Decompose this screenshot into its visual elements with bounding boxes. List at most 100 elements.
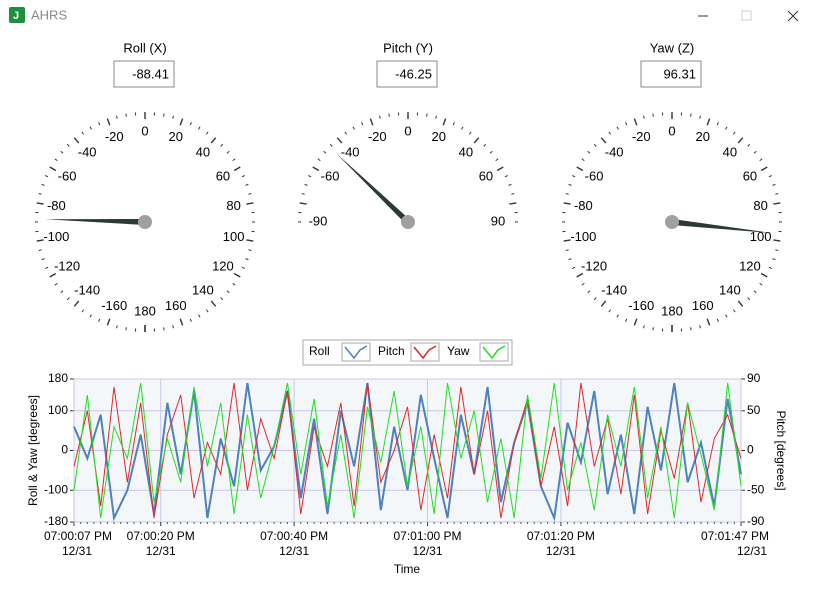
- gauge-tick-label: 60: [479, 168, 493, 183]
- gauge-tick-label: -80: [574, 198, 593, 213]
- y-tick-label: 0: [61, 443, 68, 457]
- y2-tick-label: 90: [747, 371, 761, 385]
- x-tick-label: 07:01:00 PM: [393, 529, 461, 543]
- gauge-minor-tick: [760, 272, 768, 278]
- gauge-tick-label: -20: [368, 129, 387, 144]
- gauge-tick-label: -140: [74, 282, 100, 297]
- gauge-tick-label: -140: [601, 282, 627, 297]
- close-button[interactable]: [787, 10, 799, 22]
- gauge-minor-tick: [608, 131, 612, 135]
- needle: [45, 219, 146, 225]
- gauge-minor-tick: [245, 258, 249, 261]
- app-icon: [9, 7, 25, 23]
- value-display: 96.31: [663, 66, 696, 81]
- gauge-minor-tick: [179, 318, 184, 326]
- gauge-minor-tick: [747, 143, 751, 147]
- gauge-minor-tick: [773, 239, 781, 242]
- gauge-tick-label: 100: [750, 229, 772, 244]
- gauge-minor-tick: [725, 314, 728, 318]
- gauge-minor-tick: [116, 115, 118, 119]
- gauge-tick-label: 20: [696, 129, 710, 144]
- gauge-minor-tick: [508, 183, 512, 186]
- gauge-minor-tick: [388, 113, 390, 117]
- gauge-minor-tick: [759, 282, 763, 286]
- x-tick-label: 07:01:20 PM: [527, 529, 595, 543]
- legend-label: Roll: [309, 344, 330, 358]
- gauge-minor-tick: [772, 258, 776, 261]
- gauge-minor-tick: [452, 122, 455, 126]
- gauge-minor-tick: [323, 150, 327, 154]
- gauge-minor-tick: [232, 158, 236, 162]
- gauge-minor-tick: [563, 202, 571, 205]
- gauge-tick-label: -160: [628, 298, 654, 313]
- gauge-minor-tick: [504, 175, 508, 178]
- gauge-tick-label: 140: [192, 282, 214, 297]
- gauge-minor-tick: [73, 137, 80, 144]
- gauge-tick-label: 60: [743, 168, 757, 183]
- gauge-minor-tick: [706, 118, 711, 126]
- gauge-minor-tick: [616, 126, 619, 130]
- gauge-tick-label: 180: [134, 303, 156, 318]
- gauge-tick-label: 140: [719, 282, 741, 297]
- maximize-button[interactable]: [741, 10, 752, 21]
- gauge-minor-tick: [49, 272, 57, 278]
- gauge-minor-tick: [317, 158, 321, 162]
- gauge-minor-tick: [509, 202, 517, 205]
- legend-icon: [344, 345, 368, 360]
- gauge-minor-tick: [600, 300, 607, 307]
- gauge-tick-label: 80: [753, 198, 767, 213]
- gauge-minor-tick: [593, 297, 597, 301]
- gauge-tick-label: 120: [739, 258, 761, 273]
- gauge-tick-label: 160: [165, 298, 187, 313]
- gauge-minor-tick: [563, 239, 571, 242]
- gauge-minor-tick: [690, 327, 692, 331]
- gauge-minor-tick: [198, 126, 201, 130]
- gauge-minor-tick: [483, 143, 487, 147]
- gauge-minor-tick: [768, 175, 772, 178]
- y-tick-label: 180: [48, 371, 68, 385]
- needle: [671, 219, 772, 233]
- x-tick-date: 12/31: [737, 544, 767, 558]
- gauge-minor-tick: [625, 122, 628, 126]
- gauge-minor-tick: [732, 131, 736, 135]
- gauge-minor-tick: [716, 122, 719, 126]
- gauge-minor-tick: [772, 183, 776, 186]
- gauge-minor-tick: [565, 249, 569, 251]
- x-tick-date: 12/31: [279, 544, 309, 558]
- gauge-minor-tick: [54, 158, 58, 162]
- gauge-minor-tick: [633, 318, 638, 326]
- gauge-tick-label: -80: [47, 198, 66, 213]
- gauge-minor-tick: [98, 122, 101, 126]
- gauge-minor-tick: [329, 143, 333, 147]
- app-icon-letter: J: [13, 10, 19, 22]
- y2-tick-label: 50: [747, 403, 761, 417]
- gauge-tick-label: -160: [101, 298, 127, 313]
- gauge-tick-label: -100: [43, 229, 69, 244]
- gauge-minor-tick: [587, 150, 591, 154]
- legend-icon: [413, 345, 437, 360]
- gauge-minor-tick: [189, 318, 192, 322]
- gauge-minor-tick: [625, 318, 628, 322]
- gauge-minor-tick: [60, 290, 64, 294]
- gauge-minor-tick: [768, 266, 772, 269]
- gauge-minor-tick: [98, 318, 101, 322]
- gauge-tick-label: -20: [105, 129, 124, 144]
- series-line: [73, 382, 742, 519]
- gauge-tick-label: -60: [321, 168, 340, 183]
- gauge-minor-tick: [125, 327, 127, 331]
- needle: [335, 152, 411, 225]
- gauge-minor-tick: [473, 137, 480, 144]
- gauge-minor-tick: [73, 300, 80, 307]
- gauge-minor-tick: [54, 282, 58, 286]
- gauge-minor-tick: [737, 300, 744, 307]
- gauge-minor-tick: [41, 258, 45, 261]
- gauge-tick-label: 20: [169, 129, 183, 144]
- gauge-tick-label: 20: [432, 129, 446, 144]
- value-box: [640, 60, 702, 88]
- gauge-minor-tick: [304, 183, 308, 186]
- gauge-minor-tick: [760, 166, 768, 172]
- gauge-minor-tick: [426, 113, 428, 117]
- gauge-minor-tick: [369, 118, 374, 126]
- gauge-minor-tick: [773, 202, 781, 205]
- value-box: [113, 60, 175, 88]
